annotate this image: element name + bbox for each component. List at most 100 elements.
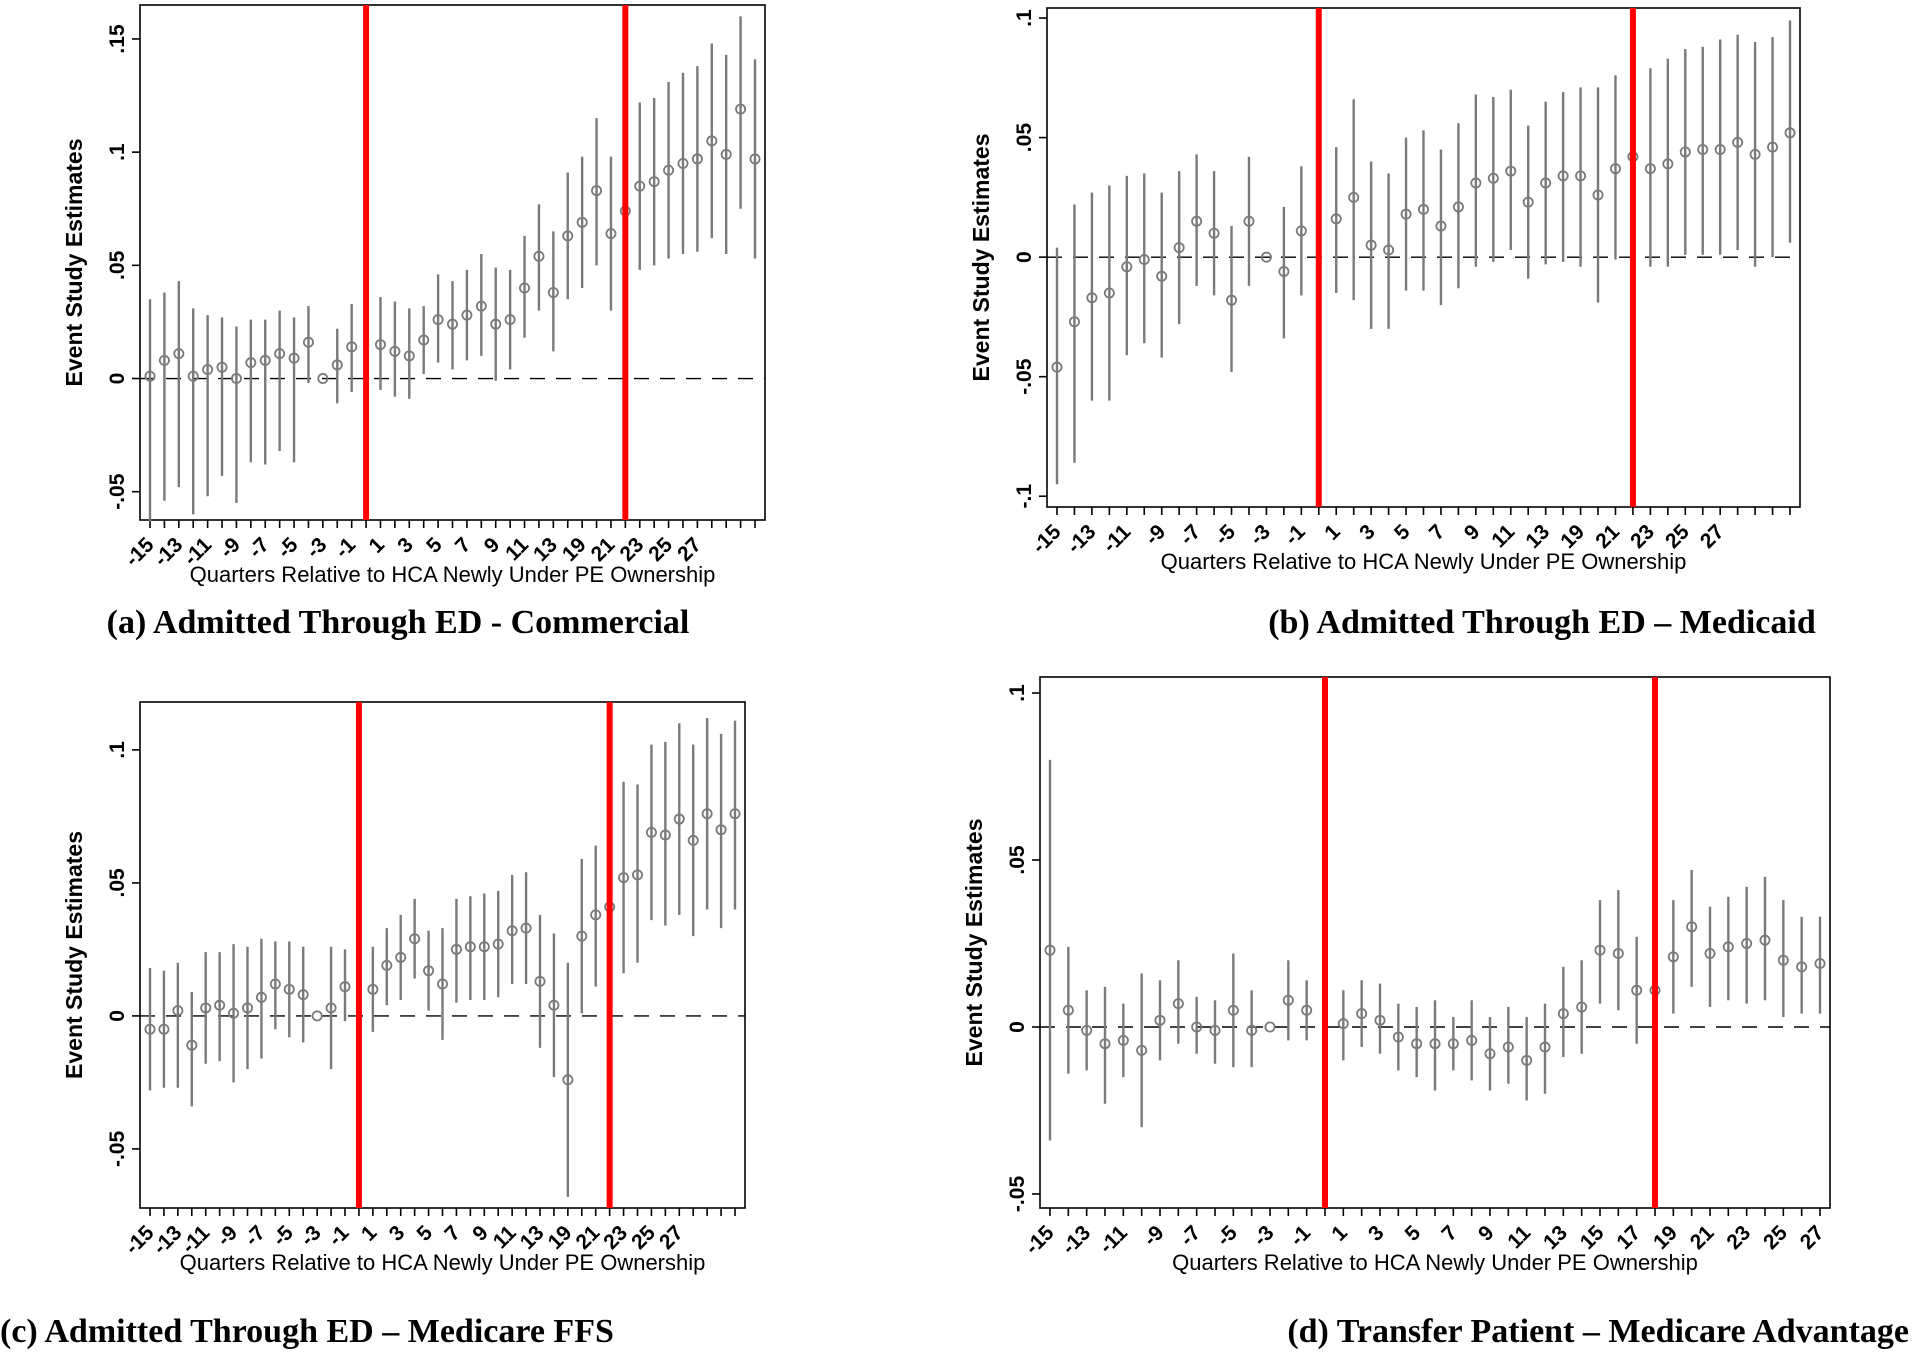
svg-text:1: 1 (1327, 1221, 1352, 1246)
svg-text:7: 7 (451, 533, 476, 558)
svg-text:.05: .05 (1013, 123, 1036, 153)
svg-text:-13: -13 (1063, 520, 1101, 558)
svg-text:11: 11 (1487, 520, 1519, 552)
point-estimates (1044, 921, 1826, 1066)
confidence-interval-bars (148, 16, 757, 522)
svg-text:0: 0 (1006, 1021, 1029, 1033)
x-axis-title: Quarters Relative to HCA Newly Under PE … (1161, 549, 1687, 574)
svg-text:-5: -5 (273, 533, 303, 563)
svg-text:-.1: -.1 (1013, 484, 1036, 509)
y-axis-ticks: .15 .1 .05 0 -.05 (106, 24, 140, 510)
red-event-lines (1315, 8, 1636, 507)
red-event-lines (363, 5, 629, 520)
svg-text:-7: -7 (1176, 520, 1205, 549)
svg-text:5: 5 (1401, 1221, 1426, 1246)
point-estimates (144, 808, 741, 1086)
svg-text:-15: -15 (1021, 1221, 1059, 1259)
confidence-interval-bars (1055, 20, 1792, 485)
svg-text:Event Study Estimates: Event Study Estimates (61, 139, 87, 387)
svg-text:-9: -9 (215, 533, 244, 562)
panel-caption-c: (c) Admitted Through ED – Medicare FFS (0, 1313, 614, 1350)
svg-text:-1: -1 (324, 1221, 354, 1251)
svg-text:0: 0 (106, 1010, 129, 1022)
svg-text:.05: .05 (106, 250, 129, 280)
event-study-plot-d: .1.050-.05-15-13 -11 -9 -7 -5 -3 -1 1 3 5 7 9 11 13 15… (961, 676, 1831, 1275)
svg-text:27: 27 (1796, 1221, 1829, 1254)
svg-text:-9: -9 (1141, 520, 1170, 549)
svg-text:-5: -5 (1212, 1221, 1242, 1251)
panel-caption-b: (b) Admitted Through ED – Medicaid (1268, 604, 1816, 641)
event-study-plot-b: .1.050-.05-.1-15-13-11 -9 -7 -5 -3 -1 1 3 5 7 9 11 1… (968, 7, 1801, 574)
event-study-plot-c: .1.050-.05-15-13-11-9-7-5-3-1 1 3 5 7 9111319… (61, 701, 746, 1275)
svg-text:23: 23 (1722, 1221, 1755, 1254)
svg-text:.05: .05 (106, 868, 129, 898)
svg-text:-3: -3 (1245, 520, 1274, 549)
svg-text:-11: -11 (1095, 1221, 1132, 1258)
svg-text:.15: .15 (106, 24, 129, 54)
svg-text:5: 5 (422, 533, 447, 558)
svg-text:9: 9 (1474, 1221, 1499, 1246)
svg-text:.1: .1 (106, 143, 129, 161)
confidence-interval-bars (1048, 759, 1822, 1141)
svg-text:.1: .1 (106, 741, 129, 759)
svg-text:-7: -7 (1176, 1221, 1205, 1250)
svg-text:0: 0 (1013, 251, 1036, 263)
svg-text:Quarters Relative to HCA Newly: Quarters Relative to HCA Newly Under PE … (190, 562, 716, 587)
svg-text:9: 9 (480, 533, 505, 558)
svg-text:Quarters Relative to HCA Newly: Quarters Relative to HCA Newly Under PE … (1172, 1250, 1698, 1275)
svg-text:27: 27 (1696, 520, 1729, 553)
svg-text:Event Study Estimates: Event Study Estimates (61, 831, 87, 1079)
point-estimates (144, 103, 761, 385)
y-axis-ticks: .1 .05 0 -.05 (1006, 684, 1040, 1212)
svg-text:-1: -1 (331, 533, 361, 563)
svg-text:-.05: -.05 (106, 1131, 129, 1168)
svg-text:9: 9 (1460, 520, 1485, 545)
svg-text:-.05: -.05 (1006, 1176, 1029, 1213)
svg-text:-7: -7 (244, 533, 273, 562)
svg-text:-3: -3 (302, 533, 331, 562)
confidence-interval-bars (148, 717, 737, 1197)
svg-text:-.05: -.05 (1013, 358, 1036, 395)
svg-text:11: 11 (1503, 1221, 1535, 1253)
y-axis-title: Event Study Estimates (61, 139, 87, 387)
svg-text:-9: -9 (213, 1221, 242, 1250)
svg-text:3: 3 (393, 533, 418, 558)
red-event-lines (1322, 677, 1658, 1208)
svg-text:-5: -5 (268, 1221, 298, 1251)
y-axis-ticks: .1 .05 0 -.05 -.1 (1013, 9, 1047, 509)
plot-frame (1039, 676, 1831, 1209)
svg-text:3: 3 (1364, 1221, 1389, 1246)
x-axis-title: Quarters Relative to HCA Newly Under PE … (180, 1250, 706, 1275)
red-event-lines (355, 702, 613, 1208)
svg-text:3: 3 (1355, 520, 1380, 545)
svg-text:7: 7 (1437, 1221, 1462, 1246)
svg-text:-.05: -.05 (106, 473, 129, 510)
svg-text:-5: -5 (1211, 520, 1241, 550)
svg-text:9: 9 (468, 1221, 493, 1246)
x-axis-title: Quarters Relative to HCA Newly Under PE … (190, 562, 716, 587)
point-estimates (1051, 127, 1796, 373)
svg-text:1: 1 (364, 533, 389, 558)
y-axis-ticks: .1 .05 0 -.05 (106, 741, 140, 1167)
svg-text:7: 7 (440, 1221, 465, 1246)
panel-caption-d: (d) Transfer Patient – Medicare Advantag… (1287, 1313, 1909, 1350)
svg-text:-9: -9 (1139, 1221, 1168, 1250)
event-study-plot-a: .15.1.050-.05-15-13-11 -9 -7 -5 -3 -1 1 3 5 7 9111… (61, 4, 766, 587)
svg-text:-11: -11 (1098, 520, 1135, 557)
panel-caption-a: (a) Admitted Through ED - Commercial (106, 604, 690, 641)
svg-text:3: 3 (385, 1221, 410, 1246)
svg-text:1: 1 (357, 1221, 382, 1246)
svg-text:-1: -1 (1280, 520, 1310, 550)
svg-text:.1: .1 (1006, 684, 1029, 702)
svg-text:-3: -3 (296, 1221, 325, 1250)
y-axis-title: Event Study Estimates (961, 819, 987, 1067)
svg-text:Quarters Relative to HCA Newly: Quarters Relative to HCA Newly Under PE … (180, 1250, 706, 1275)
svg-text:Event Study Estimates: Event Study Estimates (968, 134, 994, 382)
x-axis-title: Quarters Relative to HCA Newly Under PE … (1172, 1250, 1698, 1275)
svg-text:-13: -13 (1057, 1221, 1095, 1259)
svg-text:-7: -7 (240, 1221, 269, 1250)
svg-text:-1: -1 (1286, 1221, 1316, 1251)
svg-text:5: 5 (1390, 520, 1415, 545)
svg-text:.1: .1 (1013, 9, 1036, 27)
